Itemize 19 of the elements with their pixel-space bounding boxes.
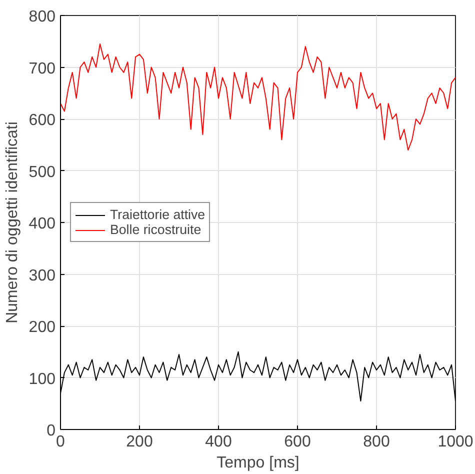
x-tick-label: 200	[126, 434, 153, 450]
x-tick-label: 800	[363, 434, 390, 450]
x-tick-label: 600	[284, 434, 311, 450]
y-tick-label: 700	[28, 60, 56, 78]
legend-label: Traiettorie attive	[110, 207, 206, 222]
x-tick-label: 400	[205, 434, 232, 450]
y-tick-label: 100	[28, 370, 56, 388]
y-tick-label: 400	[28, 216, 56, 232]
x-axis-title: Tempo [ms]	[216, 454, 300, 472]
y-axis-title: Numero di oggetti identificati	[4, 122, 21, 324]
y-tick-label: 300	[28, 267, 56, 284]
y-tick-label: 500	[28, 164, 56, 181]
line-series	[60, 43, 456, 151]
y-tick-label: 200	[28, 319, 56, 336]
legend-label: Bolle ricostruite	[110, 222, 202, 237]
y-tick-label: 800	[28, 8, 56, 26]
y-tick-label: 600	[28, 112, 56, 129]
y-tick-label: 0	[46, 422, 56, 440]
x-tick-label: 1000	[438, 434, 474, 450]
